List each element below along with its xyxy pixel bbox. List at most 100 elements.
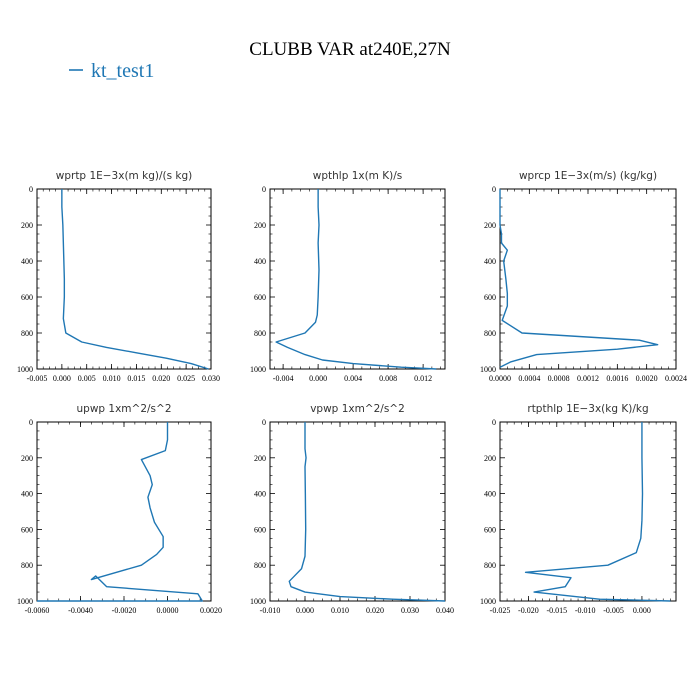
panels: wprtp 1E−3x(m kg)/(s kg) 0 200 400 600 800 100… [17, 170, 687, 615]
y-tick-label: 600 [484, 293, 496, 302]
series-line [524, 422, 671, 602]
y-tick-label: 600 [484, 525, 496, 534]
x-tick-label: 0.0020 [200, 606, 222, 615]
series-line [275, 189, 437, 370]
series-line [37, 422, 204, 602]
x-tick-label: 0.020 [366, 606, 384, 615]
x-tick-label: 0.000 [296, 606, 314, 615]
x-tick-label: -0.025 [490, 606, 511, 615]
y-tick-label: 800 [254, 561, 266, 570]
panel-title: vpwp 1xm^2/s^2 [310, 403, 405, 415]
x-tick-label: 0.0012 [577, 374, 599, 383]
panel-6: rtpthlp 1E−3x(kg K)/kg02004006008001000-… [480, 403, 677, 615]
x-tick-label: 0.000 [309, 374, 327, 383]
legend: kt_test1 [69, 60, 154, 82]
panel-3: wprcp 1E−3x(m/s) (kg/kg) 0 200 400 600 800 100… [480, 170, 687, 383]
plot-frame [36, 421, 212, 602]
y-tick-label: 400 [21, 257, 33, 266]
panel-title: wprtp 1E−3x(m kg)/(s kg) [56, 170, 193, 182]
y-tick-label: 400 [21, 490, 33, 499]
y-tick-label: 200 [254, 221, 266, 230]
panel-4: upwp 1xm^2/s^2 0 200 400 600 800 1000-0.0060 -0… [17, 403, 222, 615]
x-tick-label: -0.010 [575, 606, 596, 615]
panel-title: rtpthlp 1E−3x(kg K)/kg [527, 403, 648, 415]
x-tick-label: 0.008 [379, 374, 397, 383]
y-tick-label: 0 [262, 418, 266, 427]
x-tick-label: -0.005 [27, 374, 48, 383]
figure-title: CLUBB VAR at240E,27N [249, 39, 451, 60]
panel-2: wpthlp 1x(m K)/s 0 200 400 600 800 1000 -0.004 0… [250, 170, 446, 383]
y-tick-label: 200 [21, 221, 33, 230]
x-tick-label: -0.0060 [25, 606, 50, 615]
y-tick-label: 600 [21, 525, 33, 534]
x-tick-label: 0.0024 [665, 374, 687, 383]
series-line [61, 189, 209, 370]
x-tick-label: 0.012 [414, 374, 432, 383]
y-tick-label: 200 [484, 454, 496, 463]
x-tick-label: 0.0000 [489, 374, 511, 383]
y-tick-label: 0 [29, 418, 33, 427]
y-tick-label: 1000 [17, 365, 33, 374]
plot-frame [499, 421, 677, 602]
y-tick-label: 200 [21, 454, 33, 463]
x-tick-label: 0.025 [177, 374, 195, 383]
x-tick-label: 0.010 [331, 606, 349, 615]
panel-title: wprcp 1E−3x(m/s) (kg/kg) [519, 170, 657, 182]
x-tick-label: 0.020 [152, 374, 170, 383]
x-tick-label: -0.010 [260, 606, 281, 615]
y-tick-label: 0 [29, 185, 33, 194]
y-tick-label: 400 [484, 257, 496, 266]
x-tick-label: 0.0016 [606, 374, 628, 383]
x-tick-label: 0.005 [78, 374, 96, 383]
legend-label: kt_test1 [91, 60, 154, 82]
x-tick-label: 0.004 [344, 374, 362, 383]
y-tick-label: 800 [21, 329, 33, 338]
y-tick-label: 600 [21, 293, 33, 302]
y-tick-label: 0 [492, 185, 496, 194]
y-tick-label: 400 [484, 490, 496, 499]
x-tick-label: 0.0008 [548, 374, 570, 383]
y-tick-label: 800 [484, 561, 496, 570]
x-tick-label: 0.030 [202, 374, 220, 383]
plot-frame [36, 188, 212, 370]
x-tick-label: -0.015 [546, 606, 567, 615]
y-tick-label: 200 [254, 454, 266, 463]
y-tick-label: 400 [254, 490, 266, 499]
x-tick-label: 0.040 [436, 606, 454, 615]
y-tick-label: 1000 [480, 365, 496, 374]
x-tick-label: -0.005 [603, 606, 624, 615]
x-tick-label: -0.004 [273, 374, 294, 383]
y-tick-label: 1000 [17, 597, 33, 606]
x-tick-label: 0.0004 [518, 374, 540, 383]
panel-title: upwp 1xm^2/s^2 [77, 403, 172, 415]
y-tick-label: 200 [484, 221, 496, 230]
x-tick-label: 0.000 [633, 606, 651, 615]
x-tick-label: 0.010 [103, 374, 121, 383]
y-tick-label: 600 [254, 525, 266, 534]
plot-frame [269, 188, 446, 370]
panel-title: wpthlp 1x(m K)/s [313, 170, 403, 182]
y-tick-label: 400 [254, 257, 266, 266]
x-tick-label: 0.0020 [636, 374, 658, 383]
x-tick-label: -0.0020 [112, 606, 137, 615]
x-tick-label: 0.030 [401, 606, 419, 615]
y-tick-label: 1000 [250, 597, 266, 606]
x-tick-label: -0.020 [518, 606, 539, 615]
y-tick-label: 800 [21, 561, 33, 570]
x-tick-label: 0.000 [53, 374, 71, 383]
y-tick-label: 800 [484, 329, 496, 338]
y-tick-label: 800 [254, 329, 266, 338]
x-tick-label: 0.015 [127, 374, 145, 383]
y-tick-label: 0 [492, 418, 496, 427]
y-tick-label: 600 [254, 293, 266, 302]
x-tick-label: -0.0040 [68, 606, 93, 615]
panel-5: vpwp 1xm^2/s^2 0 200 400 600 800 1000-0.010 0.0… [250, 403, 454, 615]
y-tick-label: 1000 [480, 597, 496, 606]
x-tick-label: 0.0000 [157, 606, 179, 615]
series-line [499, 189, 659, 368]
y-tick-label: 0 [262, 185, 266, 194]
panel-1: wprtp 1E−3x(m kg)/(s kg) 0 200 400 600 800 100… [17, 170, 220, 383]
y-tick-label: 1000 [250, 365, 266, 374]
series-line [288, 422, 446, 602]
